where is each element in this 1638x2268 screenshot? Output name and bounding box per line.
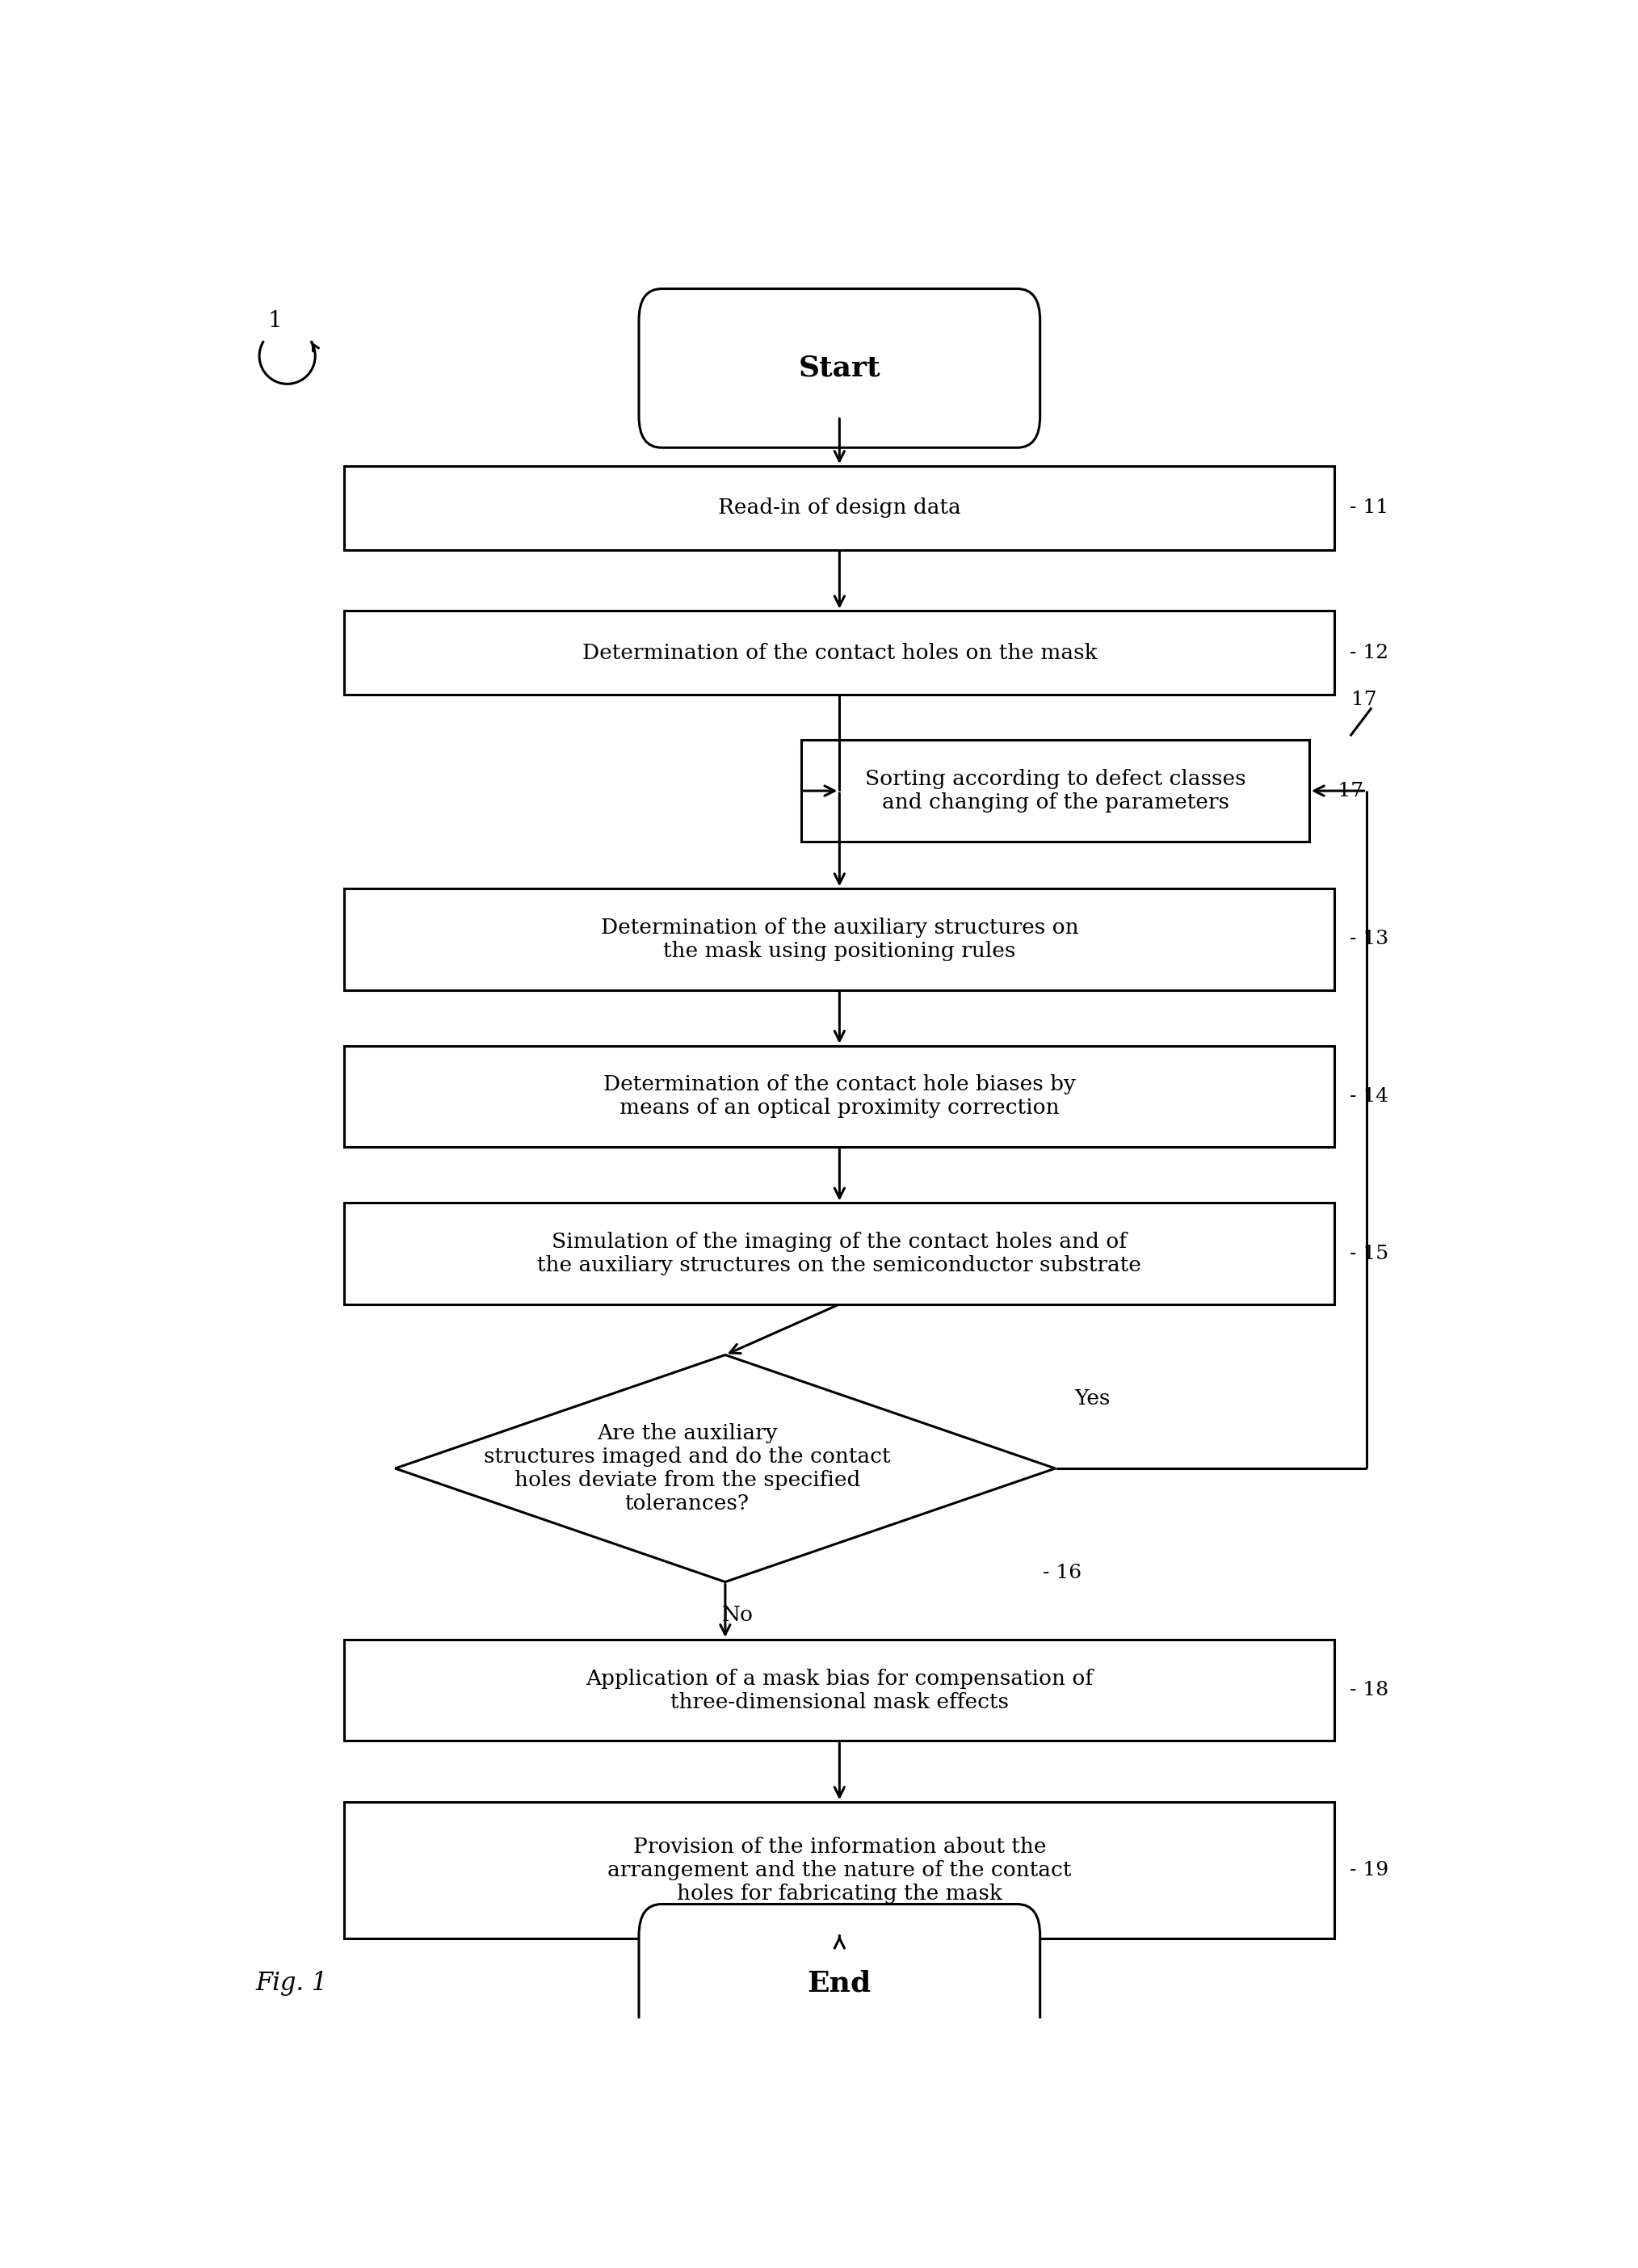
Text: - 12: - 12 xyxy=(1350,644,1389,662)
Text: No: No xyxy=(722,1606,753,1624)
FancyBboxPatch shape xyxy=(639,1905,1040,2064)
Text: Application of a mask bias for compensation of
three-dimensional mask effects: Application of a mask bias for compensat… xyxy=(586,1669,1093,1712)
Text: End: End xyxy=(808,1971,871,1998)
Text: Fig. 1: Fig. 1 xyxy=(256,1971,328,1996)
Text: - 11: - 11 xyxy=(1350,499,1389,517)
Text: 17: 17 xyxy=(1351,689,1376,708)
Text: Simulation of the imaging of the contact holes and of
the auxiliary structures o: Simulation of the imaging of the contact… xyxy=(537,1232,1142,1275)
Polygon shape xyxy=(395,1354,1055,1583)
Text: Sorting according to defect classes
and changing of the parameters: Sorting according to defect classes and … xyxy=(865,769,1247,812)
Bar xyxy=(344,610,1335,694)
Bar xyxy=(344,1202,1335,1304)
Bar xyxy=(344,889,1335,989)
Bar xyxy=(801,739,1309,841)
Text: - 16: - 16 xyxy=(1042,1565,1081,1583)
Text: Provision of the information about the
arrangement and the nature of the contact: Provision of the information about the a… xyxy=(608,1837,1071,1903)
Text: 1: 1 xyxy=(267,311,282,331)
Text: - 19: - 19 xyxy=(1350,1860,1389,1880)
Text: - 14: - 14 xyxy=(1350,1086,1389,1107)
Bar xyxy=(344,1640,1335,1742)
Bar xyxy=(344,1046,1335,1148)
Text: Are the auxiliary
structures imaged and do the contact
holes deviate from the sp: Are the auxiliary structures imaged and … xyxy=(483,1424,891,1513)
Text: Start: Start xyxy=(798,354,881,381)
Text: - 13: - 13 xyxy=(1350,930,1389,948)
Bar xyxy=(344,1803,1335,1939)
Text: - 17: - 17 xyxy=(1325,782,1363,801)
Text: Read-in of design data: Read-in of design data xyxy=(717,497,962,517)
Text: - 15: - 15 xyxy=(1350,1245,1389,1263)
Bar xyxy=(344,465,1335,549)
Text: Determination of the auxiliary structures on
the mask using positioning rules: Determination of the auxiliary structure… xyxy=(601,919,1078,962)
Text: - 18: - 18 xyxy=(1350,1681,1389,1699)
Text: Determination of the contact holes on the mask: Determination of the contact holes on th… xyxy=(581,642,1097,662)
Text: Yes: Yes xyxy=(1075,1388,1111,1408)
FancyBboxPatch shape xyxy=(639,288,1040,447)
Text: Determination of the contact hole biases by
means of an optical proximity correc: Determination of the contact hole biases… xyxy=(603,1075,1076,1118)
